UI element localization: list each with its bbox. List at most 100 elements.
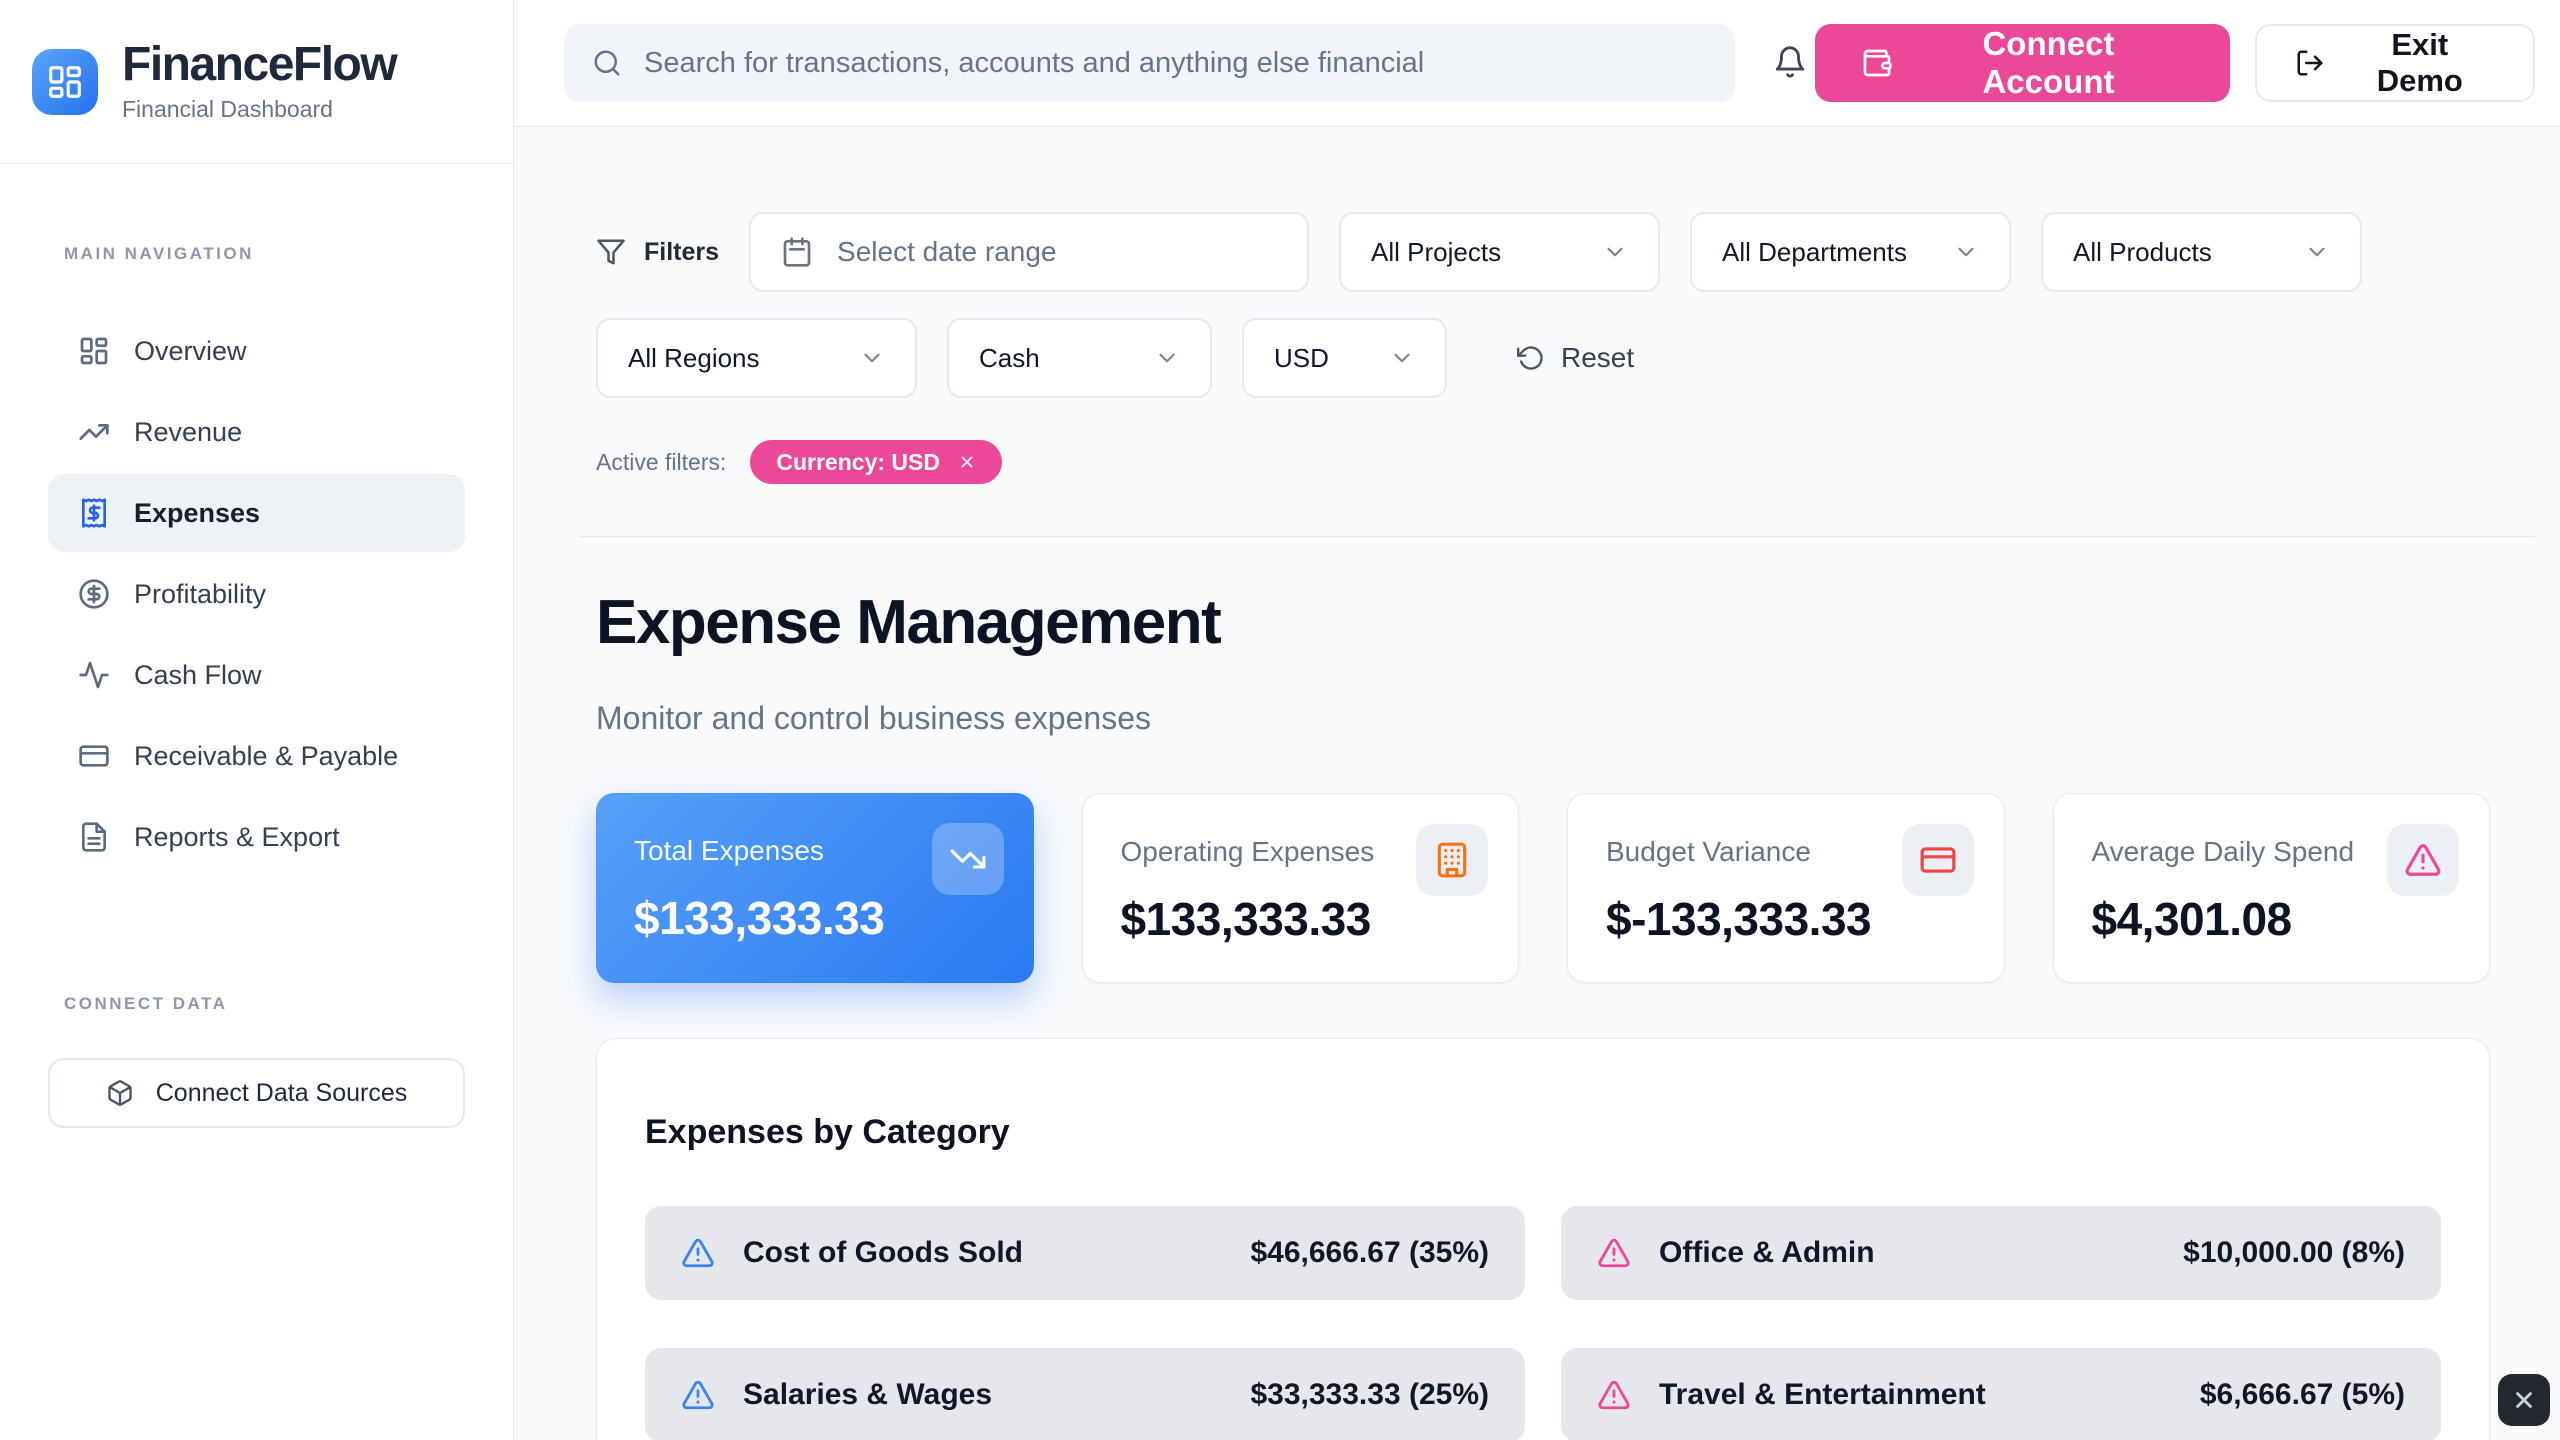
package-icon	[106, 1079, 134, 1107]
close-overlay-button[interactable]	[2498, 1374, 2550, 1426]
category-value: $6,666.67 (5%)	[2199, 1377, 2405, 1411]
regions-value: All Regions	[628, 342, 760, 373]
sidebar-item-label: Cash Flow	[134, 659, 262, 690]
bell-icon	[1773, 45, 1807, 79]
sidebar: FinanceFlow Financial Dashboard MAIN NAV…	[0, 0, 514, 1440]
stat-card-average-daily-spend[interactable]: Average Daily Spend $4,301.08	[2052, 792, 2490, 983]
sidebar-item-receivable-payable[interactable]: Receivable & Payable	[48, 717, 465, 795]
alert-triangle-icon	[1597, 1236, 1631, 1270]
alert-triangle-icon	[1597, 1378, 1631, 1412]
category-row-travel-entertainment: Travel & Entertainment $6,666.67 (5%)	[1561, 1347, 2441, 1440]
main-content: Filters Select date range All Projects A…	[514, 127, 2560, 1440]
currency-filter-chip[interactable]: Currency: USD	[750, 440, 1002, 484]
exit-demo-button[interactable]: Exit Demo	[2254, 24, 2535, 102]
active-filters-row: Active filters: Currency: USD	[596, 440, 2490, 484]
building-icon	[1433, 841, 1471, 879]
dashboard-icon	[46, 63, 84, 101]
currency-select[interactable]: USD	[1242, 318, 1447, 398]
category-grid: Cost of Goods Sold $46,666.67 (35%) Offi…	[645, 1205, 2441, 1440]
sidebar-item-label: Expenses	[134, 497, 261, 528]
stat-value: $133,333.33	[634, 891, 885, 944]
stat-label: Average Daily Spend	[2091, 835, 2355, 867]
category-row-cost-of-goods-sold: Cost of Goods Sold $46,666.67 (35%)	[645, 1205, 1525, 1300]
page-title: Expense Management	[596, 588, 1222, 657]
close-icon[interactable]	[958, 453, 976, 471]
stat-value: $-133,333.33	[1606, 892, 1872, 945]
category-label: Cost of Goods Sold	[743, 1235, 1023, 1269]
stat-value: $4,301.08	[2091, 892, 2293, 945]
products-value: All Products	[2073, 236, 2212, 267]
sidebar-item-label: Overview	[134, 335, 247, 366]
date-range-placeholder: Select date range	[837, 236, 1057, 267]
search-input[interactable]	[642, 45, 1708, 81]
sidebar-item-profitability[interactable]: Profitability	[48, 555, 465, 633]
stat-icon-tile	[2387, 823, 2459, 896]
app-title: FinanceFlow	[122, 38, 398, 92]
search-bar[interactable]	[564, 24, 1736, 102]
currency-value: USD	[1274, 342, 1329, 373]
payment-method-value: Cash	[979, 342, 1040, 373]
section-divider	[579, 536, 2535, 537]
departments-select[interactable]: All Departments	[1690, 212, 2012, 292]
category-label: Salaries & Wages	[743, 1377, 993, 1411]
stat-label: Budget Variance	[1606, 835, 1811, 867]
sidebar-item-expenses[interactable]: Expenses	[48, 474, 465, 552]
alert-triangle-icon	[681, 1378, 715, 1412]
sidebar-item-label: Receivable & Payable	[134, 740, 399, 771]
trending-down-icon	[949, 840, 987, 878]
rotate-ccw-icon	[1517, 344, 1545, 372]
connect-account-label: Connect Account	[1982, 25, 2115, 100]
chevron-down-icon	[1389, 345, 1415, 371]
products-select[interactable]: All Products	[2041, 212, 2363, 292]
stat-cards: Total Expenses $133,333.33 Operating Exp…	[596, 792, 2490, 983]
stat-icon-tile	[1416, 823, 1488, 896]
app-logo	[32, 48, 98, 115]
category-label: Travel & Entertainment	[1659, 1377, 1986, 1411]
category-value: $33,333.33 (25%)	[1250, 1377, 1489, 1411]
connect-data-section: CONNECT DATA Connect Data Sources	[0, 994, 513, 1128]
sidebar-item-label: Reports & Export	[134, 821, 340, 852]
category-value: $46,666.67 (35%)	[1250, 1235, 1489, 1269]
stat-icon-tile	[1901, 823, 1974, 896]
page-subtitle: Monitor and control business expenses	[596, 699, 1151, 736]
search-icon	[592, 48, 622, 78]
stat-value: $133,333.33	[1120, 892, 1372, 945]
sidebar-item-overview[interactable]: Overview	[48, 312, 465, 390]
filters-row-1: Filters Select date range All Projects A…	[596, 212, 2490, 292]
regions-select[interactable]: All Regions	[596, 318, 917, 398]
credit-card-icon	[1919, 841, 1957, 879]
connect-data-sources-label: Connect Data Sources	[155, 1078, 408, 1107]
dashboard-icon	[78, 335, 110, 367]
reset-filters-button[interactable]: Reset	[1511, 341, 1640, 375]
trending-up-icon	[78, 416, 110, 448]
notifications-button[interactable]	[1765, 37, 1815, 90]
stat-icon-tile	[931, 822, 1004, 895]
connect-account-button[interactable]: Connect Account	[1815, 24, 2230, 102]
wallet-icon	[1861, 47, 1893, 79]
stat-card-total-expenses[interactable]: Total Expenses $133,333.33	[596, 792, 1034, 983]
sidebar-item-cash-flow[interactable]: Cash Flow	[48, 636, 465, 714]
sidebar-item-revenue[interactable]: Revenue	[48, 393, 465, 471]
projects-select[interactable]: All Projects	[1339, 212, 1661, 292]
connect-data-sources-button[interactable]: Connect Data Sources	[48, 1058, 465, 1128]
circle-dollar-icon	[78, 578, 110, 610]
chevron-down-icon	[1953, 239, 1979, 265]
payment-method-select[interactable]: Cash	[947, 318, 1212, 398]
category-row-salaries-wages: Salaries & Wages $33,333.33 (25%)	[645, 1347, 1525, 1440]
expenses-by-category-card: Expenses by Category Cost of Goods Sold …	[596, 1037, 2490, 1440]
credit-card-icon	[78, 740, 110, 772]
chevron-down-icon	[859, 345, 885, 371]
sidebar-item-reports-export[interactable]: Reports & Export	[48, 798, 465, 876]
date-range-field[interactable]: Select date range	[749, 212, 1310, 292]
funnel-icon	[596, 237, 626, 267]
topbar-actions: Connect Account Exit Demo	[1815, 24, 2535, 102]
filters-label: Filters	[596, 237, 719, 267]
receipt-icon	[78, 497, 110, 529]
connect-data-heading: CONNECT DATA	[64, 994, 228, 1013]
stat-card-operating-expenses[interactable]: Operating Expenses $133,333.33	[1081, 792, 1519, 983]
nav-heading: MAIN NAVIGATION	[64, 244, 254, 263]
stat-card-budget-variance[interactable]: Budget Variance $-133,333.33	[1567, 792, 2005, 983]
file-text-icon	[78, 821, 110, 853]
app-subtitle: Financial Dashboard	[122, 95, 333, 122]
filters-row-2: All Regions Cash USD Reset	[596, 318, 2490, 398]
